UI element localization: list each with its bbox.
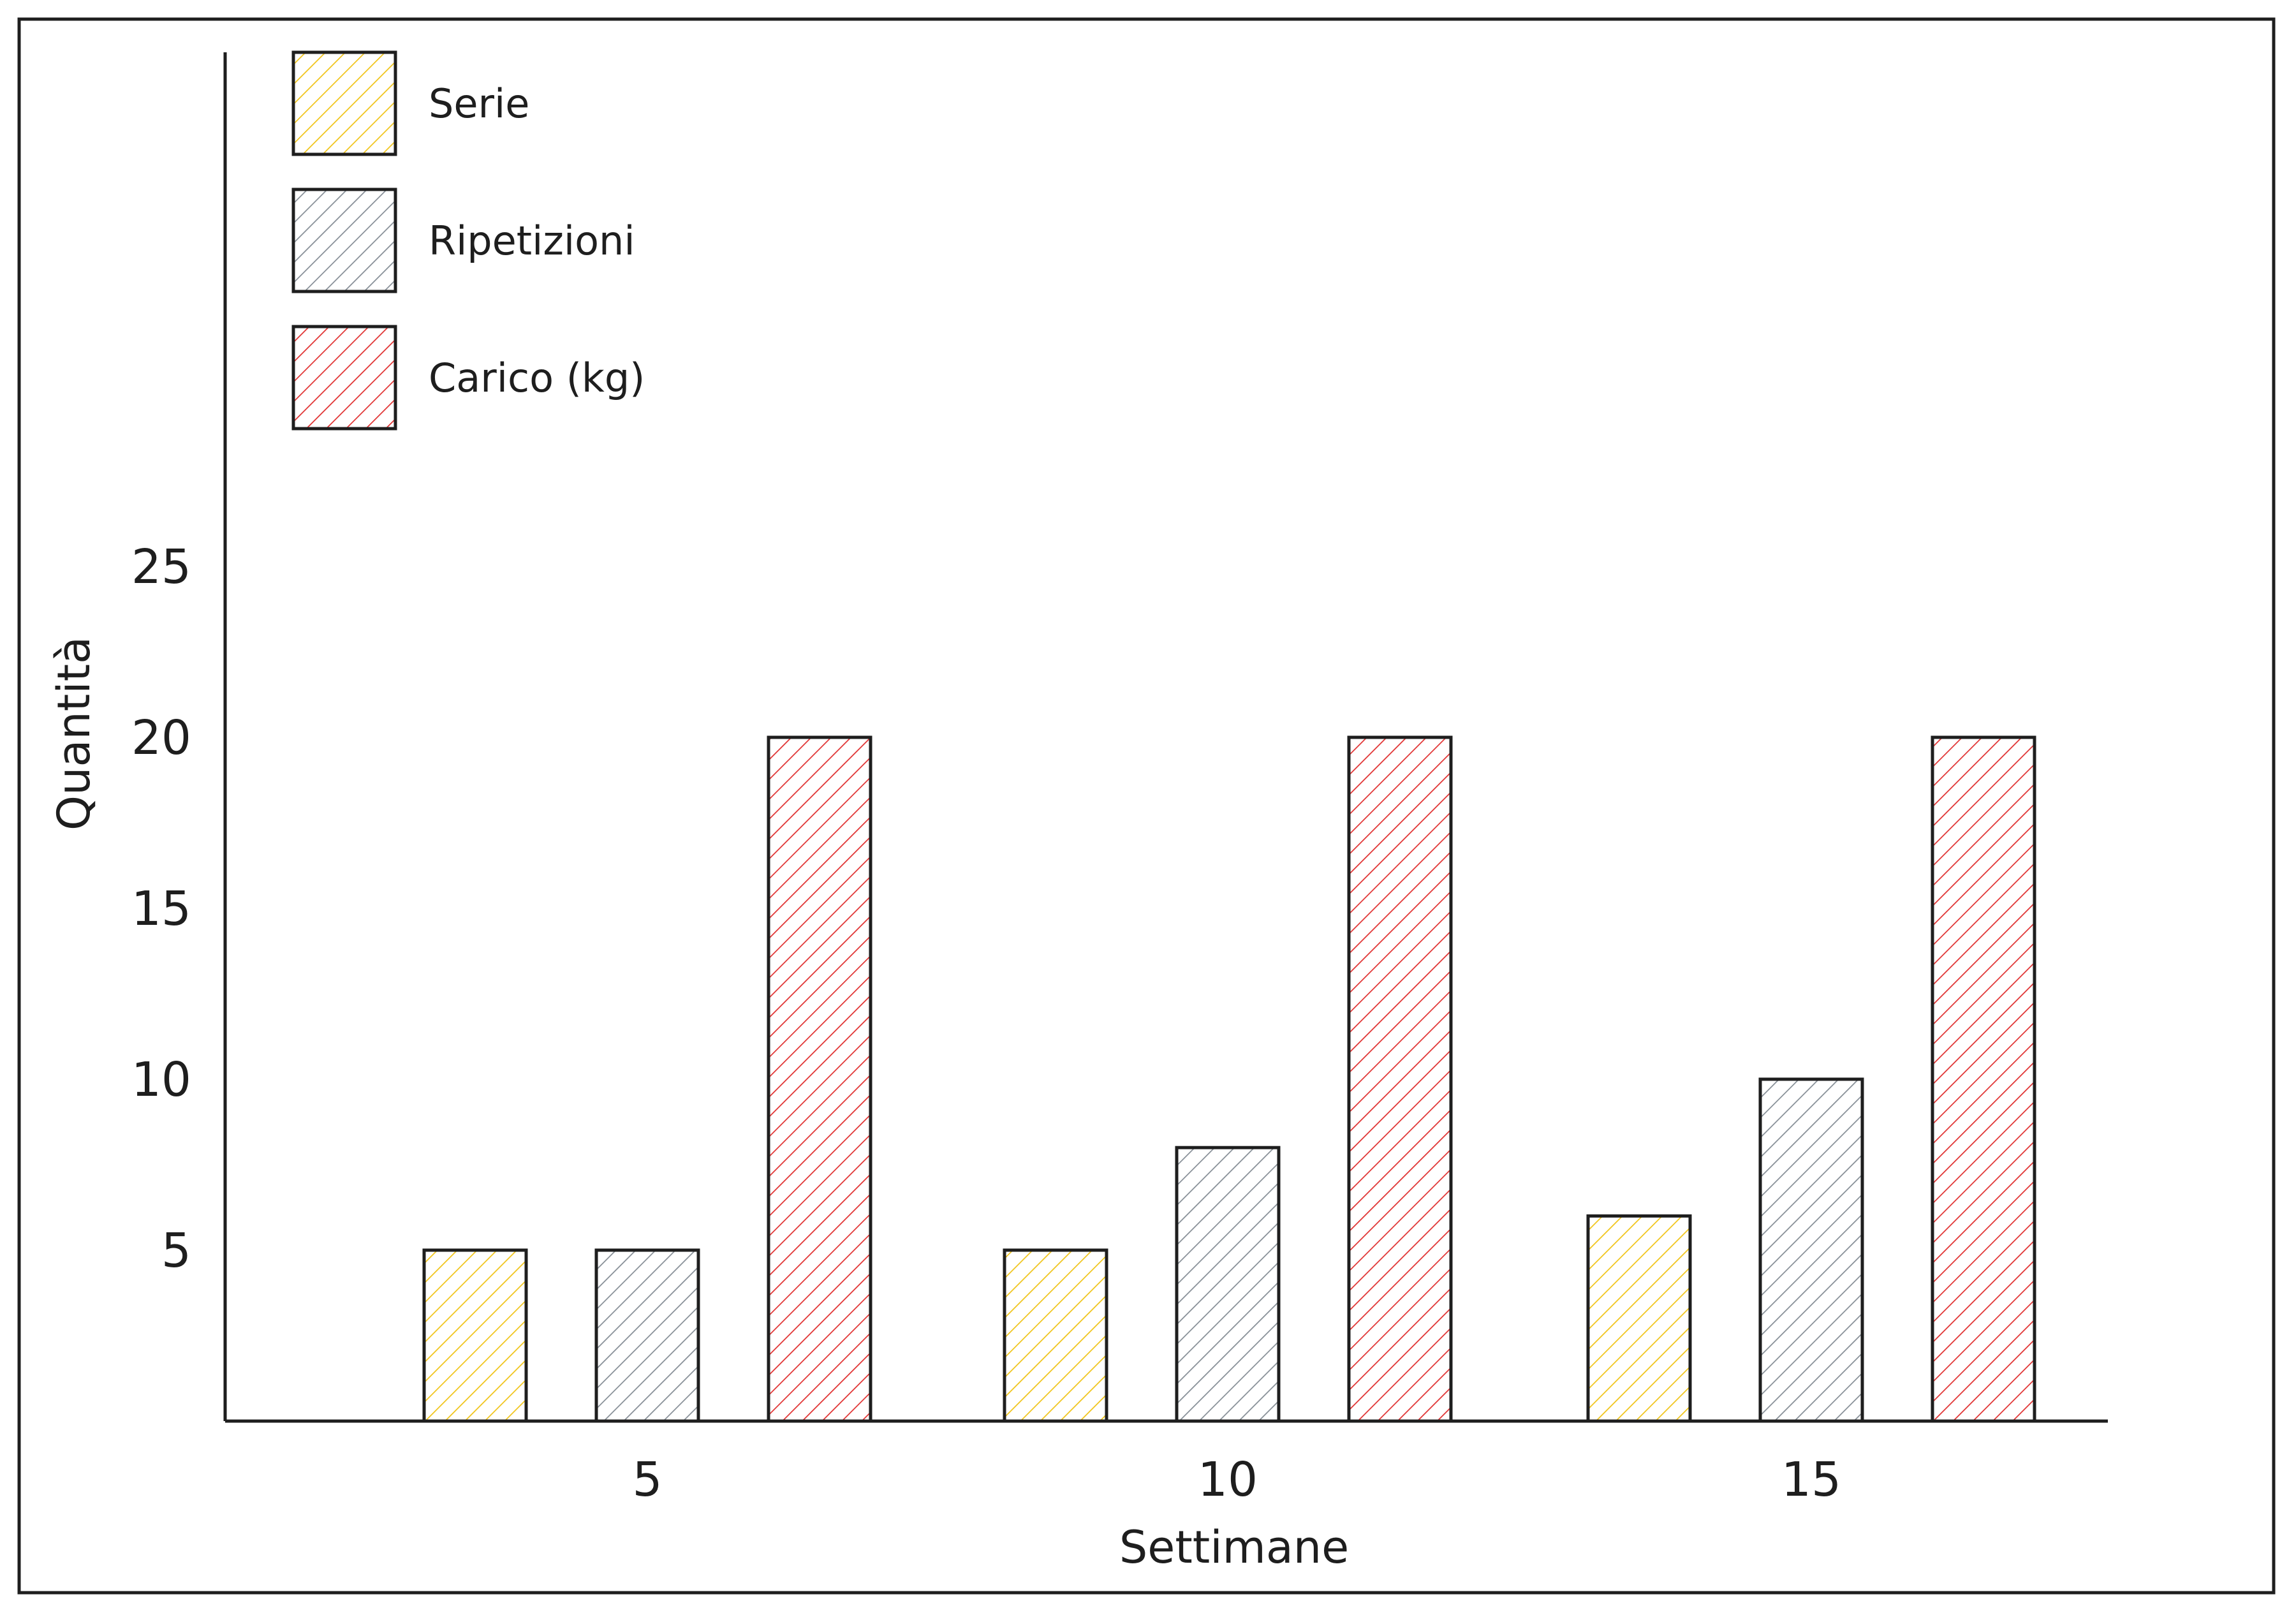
x-tick-labels: 5 10 15 (632, 1452, 1841, 1507)
y-axis-title: Quantità (48, 637, 100, 830)
y-tick-label: 15 (131, 881, 191, 936)
bar-serie-10 (1003, 1248, 1108, 1423)
x-tick-label: 10 (1198, 1452, 1258, 1507)
x-tick-label: 15 (1781, 1452, 1841, 1507)
y-tick-label: 20 (131, 711, 191, 765)
y-tick-label: 25 (131, 540, 191, 594)
legend-swatch (291, 188, 397, 293)
y-tick-label: 5 (161, 1223, 191, 1278)
bars (422, 735, 2036, 1423)
bar-serie-15 (1586, 1214, 1692, 1423)
bar-carico-kg-10 (1347, 735, 1453, 1423)
legend-swatch (291, 325, 397, 431)
chart-frame (17, 17, 2276, 1595)
legend-swatch (291, 50, 397, 156)
bar-carico-kg-5 (767, 735, 872, 1423)
bar-ripetizioni-10 (1175, 1146, 1281, 1423)
bar-carico-kg-15 (1931, 735, 2036, 1423)
bar-serie-5 (422, 1248, 528, 1423)
y-tick-label: 10 (131, 1052, 191, 1107)
bar-ripetizioni-15 (1758, 1077, 1864, 1423)
x-tick-label: 5 (632, 1452, 662, 1507)
legend-label: Ripetizioni (429, 218, 635, 264)
legend-label: Carico (kg) (429, 355, 645, 401)
x-axis-title: Settimane (1119, 1521, 1349, 1574)
legend-label: Serie (429, 80, 529, 127)
legend: Serie Ripetizioni Carico (kg) (291, 50, 645, 431)
bar-ripetizioni-5 (594, 1248, 700, 1423)
y-tick-labels: 5 10 15 20 25 (131, 540, 191, 1278)
